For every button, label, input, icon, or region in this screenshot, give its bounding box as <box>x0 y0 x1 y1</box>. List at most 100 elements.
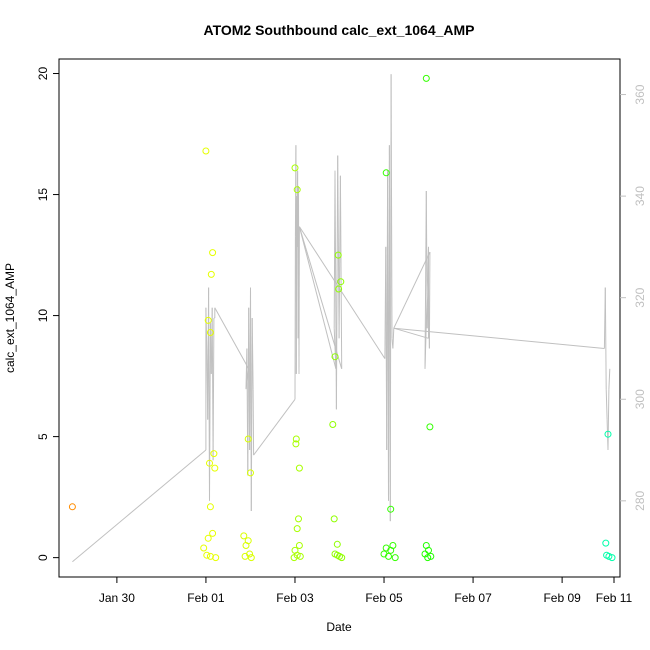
data-point <box>204 534 212 542</box>
y-right-tick-label: 320 <box>633 287 647 307</box>
data-point <box>211 464 219 472</box>
line-segment <box>393 251 431 329</box>
y-axis-label: calc_ext_1064_AMP <box>3 263 17 373</box>
data-point <box>207 270 215 278</box>
line-segment <box>392 328 395 349</box>
y-left-tick-label: 20 <box>36 67 50 81</box>
line-segment <box>428 251 431 349</box>
data-point <box>422 74 430 82</box>
data-point <box>389 542 397 549</box>
data-point <box>247 469 254 477</box>
line-segment <box>605 389 608 420</box>
line-segment <box>335 155 339 410</box>
y-axis-right: 280 300 320 340 360 <box>620 84 647 511</box>
data-point <box>242 542 250 549</box>
x-tick-label: Jan 30 <box>99 591 135 605</box>
data-point <box>212 554 220 562</box>
data-point <box>204 316 212 324</box>
data-point <box>247 554 255 562</box>
line-segment <box>72 449 207 563</box>
data-point <box>200 544 208 552</box>
x-tick-label: Feb 01 <box>187 591 225 605</box>
data-point <box>240 532 248 540</box>
line-segment <box>390 74 393 339</box>
data-point <box>387 505 395 513</box>
data-point <box>292 435 300 443</box>
chart-title: ATOM2 Southbound calc_ext_1064_AMP <box>204 22 475 38</box>
data-point <box>295 464 303 472</box>
line-segment <box>393 327 429 339</box>
y-left-tick-label: 0 <box>36 554 50 561</box>
data-point <box>424 554 432 562</box>
line-segment <box>212 317 215 461</box>
y-right-tick-label: 340 <box>633 186 647 206</box>
x-axis: Jan 30 Feb 01 Feb 03 Feb 05 Feb 07 Feb 09 Feb … <box>99 577 633 605</box>
data-point <box>293 525 301 533</box>
line-segment <box>604 287 607 390</box>
data-point <box>206 459 213 467</box>
x-tick-label: Feb 09 <box>543 591 581 605</box>
line-segment <box>298 226 386 359</box>
line-segment <box>250 317 253 512</box>
x-tick-label: Feb 03 <box>276 591 314 605</box>
scatter-points-layer <box>68 74 616 562</box>
data-point <box>295 542 303 549</box>
data-point <box>209 529 217 537</box>
data-point <box>426 423 434 431</box>
data-point <box>333 540 341 548</box>
data-point <box>602 539 610 547</box>
line-segment <box>251 317 254 390</box>
data-point <box>427 552 435 560</box>
line-segment <box>298 226 343 369</box>
data-point <box>337 278 345 286</box>
line-segment <box>608 368 611 390</box>
line-segment <box>214 307 250 370</box>
data-point <box>68 503 76 511</box>
data-point <box>206 552 214 560</box>
y-right-tick-label: 300 <box>633 389 647 409</box>
data-point <box>206 503 214 511</box>
line-segment <box>333 328 337 369</box>
data-point <box>329 421 337 428</box>
data-point <box>338 554 346 562</box>
plot-frame <box>58 58 621 578</box>
data-point <box>244 435 252 443</box>
data-point <box>334 251 342 259</box>
data-point <box>290 554 298 562</box>
x-tick-label: Feb 05 <box>365 591 403 605</box>
line-segment <box>209 323 211 501</box>
y-left-tick-label: 15 <box>36 188 50 202</box>
data-point <box>330 515 338 523</box>
line-segment <box>426 307 429 329</box>
data-point <box>210 450 218 458</box>
data-point <box>295 515 302 523</box>
data-point <box>292 440 300 448</box>
data-point <box>206 329 214 336</box>
y-axis-left: 0 5 10 15 20 <box>36 67 59 561</box>
x-axis-label: Date <box>326 620 352 634</box>
data-point <box>291 164 299 172</box>
line-series-layer <box>72 74 611 563</box>
data-point <box>331 353 339 361</box>
data-point <box>209 249 217 257</box>
data-point <box>604 430 612 438</box>
y-right-tick-label: 360 <box>633 84 647 104</box>
line-segment <box>253 399 296 456</box>
line-segment <box>393 327 605 349</box>
data-point <box>202 147 210 155</box>
y-left-tick-label: 5 <box>36 433 50 440</box>
data-point <box>385 552 392 560</box>
x-tick-label: Feb 07 <box>454 591 492 605</box>
x-tick-label: Feb 11 <box>596 591 633 605</box>
line-segment <box>607 389 610 451</box>
data-point <box>608 554 616 562</box>
line-segment <box>205 307 208 349</box>
data-point <box>382 169 390 177</box>
data-point <box>293 186 301 194</box>
data-point <box>203 551 211 559</box>
data-point <box>425 546 432 554</box>
line-segment <box>252 389 255 456</box>
line-segment <box>339 175 343 369</box>
data-point <box>391 554 399 562</box>
